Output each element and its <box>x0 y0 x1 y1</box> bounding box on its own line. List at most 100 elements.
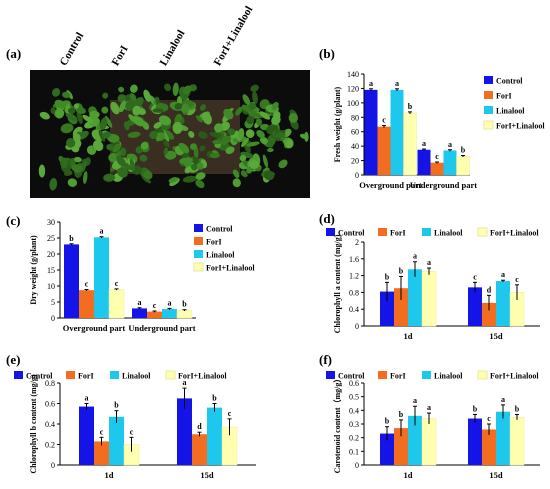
legend-label-control: Control <box>496 77 523 86</box>
legend-label-fori: ForI <box>496 92 512 101</box>
leaf <box>182 175 197 183</box>
bar-fori-1d <box>394 288 408 326</box>
leaf <box>38 164 46 178</box>
legend-label-fori: ForI <box>390 372 406 381</box>
y-tick-label: 0.4 <box>45 420 55 429</box>
leaf <box>220 135 231 145</box>
category-label: Underground part <box>410 180 477 190</box>
legend-swatch-control <box>194 224 203 232</box>
significance-letter: c <box>473 272 477 281</box>
significance-letter: b <box>385 417 390 426</box>
y-axis-label: Chlorophyll b content (mg/g) <box>29 374 38 474</box>
bar-fori-underground-part <box>430 162 444 175</box>
legend-swatch-fori <box>66 371 75 379</box>
legend-label-control: Control <box>338 229 365 238</box>
bar-control-15d <box>468 418 482 465</box>
leaf <box>250 84 259 92</box>
leaf <box>129 158 136 171</box>
bar-control-underground-part <box>132 308 147 318</box>
y-tick-label: 0.6 <box>45 400 55 409</box>
legend-swatch-fori <box>484 91 493 99</box>
category-label: Overground part <box>359 180 422 190</box>
y-tick-label: 40 <box>351 142 359 151</box>
leaf <box>73 156 82 163</box>
bar-linalool-1d <box>408 269 422 326</box>
leaf <box>195 172 206 180</box>
bar-linalool-15d <box>496 281 510 326</box>
leaf <box>252 91 258 105</box>
y-tick-label: 0.6 <box>349 379 359 388</box>
leaf <box>54 99 67 109</box>
leaf <box>239 154 247 162</box>
leaf <box>102 131 112 139</box>
category-label: Underground part <box>128 323 195 333</box>
legend-label-fori-linalool: ForI+Linalool <box>206 264 255 273</box>
leaf <box>119 100 127 113</box>
bar-fori-1d <box>94 441 109 465</box>
significance-letter: b <box>408 102 413 111</box>
leaf <box>66 138 76 148</box>
significance-letter: c <box>85 280 89 289</box>
leaf <box>174 103 183 110</box>
leaf <box>198 131 208 139</box>
bar-fori-overground-part <box>377 126 391 175</box>
y-tick-label: 10 <box>47 282 55 291</box>
treatment-label-linalool: Linalool <box>157 28 188 68</box>
leaf <box>64 170 73 176</box>
bar-linalool-overground-part <box>390 89 404 175</box>
legend-swatch-linalool <box>194 250 203 258</box>
leaf <box>82 160 88 170</box>
leaf <box>278 159 288 169</box>
panel-label-d: (d) <box>319 211 335 226</box>
plant-photo-illustration <box>30 70 310 198</box>
leaf <box>240 137 249 148</box>
legend-swatch-fori-linalool <box>193 262 204 272</box>
y-tick-label: 30 <box>47 218 55 227</box>
significance-letter: a <box>501 395 505 404</box>
legend-swatch-linalool <box>422 371 431 379</box>
legend-swatch-fori-linalool <box>477 370 488 380</box>
plant-photo <box>30 70 310 198</box>
leaf <box>68 107 76 114</box>
leaf <box>188 131 195 138</box>
leaf <box>246 115 255 125</box>
legend-swatch-control <box>14 371 23 379</box>
y-tick-label: 1.2 <box>349 272 359 281</box>
legend-swatch-fori <box>194 237 203 245</box>
legend-label-linalool: Linalool <box>496 107 525 116</box>
category-label: 15d <box>200 470 214 480</box>
leaf <box>304 131 309 142</box>
leaf <box>232 169 240 179</box>
y-tick-label: 20 <box>47 250 55 259</box>
bar-control-15d <box>468 287 482 326</box>
significance-letter: b <box>212 394 217 403</box>
leaf <box>238 128 245 140</box>
y-tick-label: 0.8 <box>45 379 55 388</box>
leaf <box>172 82 179 96</box>
bar-fori-linalool-overground-part <box>403 112 417 176</box>
significance-letter: a <box>501 270 505 279</box>
fresh-weight-chart: 0 20 40 60 80 100 120 140 Fresh weight (g/plant)… <box>333 70 545 190</box>
leaf <box>102 92 109 99</box>
legend-label-linalool: Linalool <box>122 372 151 381</box>
leaf <box>143 89 152 102</box>
significance-letter: b <box>473 404 478 413</box>
leaf <box>103 173 116 182</box>
significance-letter: b <box>69 234 74 243</box>
leaf <box>67 178 78 187</box>
category-label: 1d <box>404 331 413 341</box>
leaf <box>209 152 220 159</box>
legend-swatch-linalool <box>422 228 431 236</box>
significance-letter: a <box>427 258 431 267</box>
y-tick-label: 0.3 <box>349 420 359 429</box>
leaf <box>110 101 120 115</box>
leaf <box>60 157 69 169</box>
y-tick-label: 2 <box>355 238 359 247</box>
significance-letter: a <box>138 298 142 307</box>
bar-fori-15d <box>482 302 496 326</box>
y-axis-label: Fresh weight (g/plant) <box>333 86 342 162</box>
legend-swatch-fori-linalool <box>165 370 176 380</box>
legend-label-fori-linalool: ForI+Linalool <box>496 122 545 131</box>
legend-swatch-control <box>326 228 335 236</box>
legend-label-fori: ForI <box>390 229 406 238</box>
